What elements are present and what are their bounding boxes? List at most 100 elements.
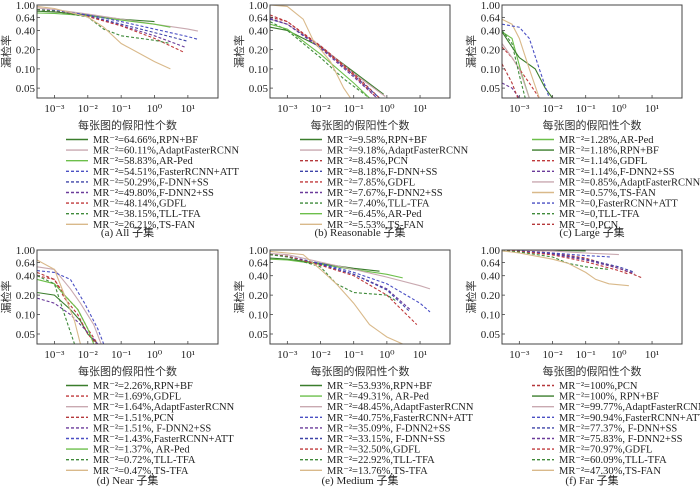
y-tick-label: 0.10 <box>16 64 36 76</box>
y-tick-label: 0.05 <box>16 83 36 95</box>
y-tick-label: 0.20 <box>481 45 501 57</box>
series-line-ar-ped <box>37 278 95 344</box>
legend-label: MR⁻²=1.14%,F-DNN2+SS <box>559 167 675 178</box>
series-line-gdfl <box>270 16 378 98</box>
legend-label: MR⁻²=2.26%,RPN+BF <box>93 381 193 392</box>
legend-label: MR⁻²=100%, RPN+BF <box>559 392 659 403</box>
legend-label: MR⁻²=48.45%,AdaptFasterRCNN <box>327 402 474 413</box>
legend-label: MR⁻²=9.58%,RPN+BF <box>327 135 427 146</box>
y-tick-label: 0.20 <box>481 290 501 302</box>
y-axis-title: 漏检率 <box>0 281 13 314</box>
x-tick-label: 10⁻² <box>310 349 331 361</box>
series-line-pcn <box>270 14 380 98</box>
series-line-f-dnn-ss <box>502 250 635 273</box>
series-line-pcn <box>502 250 643 279</box>
series-group <box>270 5 386 98</box>
plot-frame <box>501 249 683 345</box>
x-tick-label: 10¹ <box>413 349 427 361</box>
x-tick-label: 10⁰ <box>611 103 627 115</box>
series-line-gdfl <box>502 250 630 275</box>
panel-caption: (b) Reasonable 子集 <box>314 225 405 239</box>
series-line-rpn-bf <box>502 31 553 98</box>
legend-label: MR⁻²=40.75%,FasterRCNN+ATT <box>327 413 474 424</box>
legend-label: MR⁻²=100%,PCN <box>559 381 638 392</box>
y-tick-label: 0.20 <box>249 45 269 57</box>
legend-label: MR⁻²=13.76%,TS-TFA <box>327 466 428 477</box>
legend-label: MR⁻²=49.80%,F-DNN2+SS <box>93 188 214 199</box>
series-line-pcn <box>502 63 519 98</box>
x-tick-label: 10⁻³ <box>277 103 298 115</box>
y-tick-label: 0.64 <box>16 12 36 24</box>
legend-label: MR⁻²=47.30%,TS-FAN <box>559 466 661 477</box>
legend-label: MR⁻²=1.43%,FasterRCNN+ATT <box>93 434 234 445</box>
x-tick-label: 10⁻³ <box>44 349 65 361</box>
legend-label: MR⁻²=99.77%,AdaptFasterRCNN <box>559 402 700 413</box>
x-tick-label: 10¹ <box>645 349 659 361</box>
x-tick-label: 10⁻² <box>542 103 563 115</box>
series-line-pcn <box>37 271 97 344</box>
legend-label: MR⁻²=1.18%,RPN+BF <box>559 146 659 157</box>
series-line-adaptfasterrcnn <box>37 266 102 344</box>
legend-label: MR⁻²=64.66%,RPN+BF <box>93 135 198 146</box>
legend-label: MR⁻²=1.51%, F-DNN2+SS <box>93 423 211 434</box>
x-tick-label: 10⁻² <box>542 349 563 361</box>
series-line-rpn-bf <box>270 26 385 95</box>
series-group <box>270 250 431 344</box>
y-tick-label: 0.64 <box>481 258 501 270</box>
series-line-ts-tfa <box>270 250 403 344</box>
x-tick-label: 10⁻³ <box>509 349 530 361</box>
legend-label: MR⁻²=60.09%,TLL-TFA <box>559 455 667 466</box>
legend-label: MR⁻²=7.85%,GDFL <box>327 177 415 188</box>
series-line-f-dnn2-ss <box>270 17 378 98</box>
legend-label: MR⁻²=22.92%,TLL-TFA <box>327 455 435 466</box>
y-axis-title: 漏检率 <box>232 35 246 68</box>
legend-label: MR⁻²=7.67%,F-DNN2+SS <box>327 188 443 199</box>
x-tick-label: 10¹ <box>181 349 195 361</box>
y-axis-title: 漏检率 <box>464 35 478 68</box>
legend: MR⁻²=1.28%,AR-PedMR⁻²=1.18%,RPN+BFMR⁻²=1… <box>532 135 700 231</box>
chart-panel-6: 1.000.640.40 0.20 0.10 0.05 10⁻³ 10⁻² 10⁻¹ 10⁰ 1… <box>464 245 700 487</box>
series-line-ts-fan <box>502 18 540 98</box>
y-tick-label: 0.05 <box>249 329 269 341</box>
x-tick-label: 10⁻³ <box>509 103 530 115</box>
chart-panel-2: 1.000.640.40 0.20 0.10 0.05 10⁻³ 10⁻² 10⁻¹ 10⁰ 1… <box>232 0 469 239</box>
chart-panel-4: 1.000.640.40 0.20 0.10 0.05 10⁻³ 10⁻² 10⁻¹ 10⁰ 1… <box>0 245 235 487</box>
y-tick-label: 1.00 <box>16 0 36 12</box>
y-tick-label: 0.40 <box>481 25 501 37</box>
y-tick-label: 0.20 <box>16 45 36 57</box>
y-axis-title: 漏检率 <box>0 35 13 68</box>
series-line-adaptfasterrcnn <box>270 253 431 290</box>
series-line-f-dnn2-ss <box>270 254 411 310</box>
legend: MR⁻²=64.66%,RPN+BFMR⁻²=60.11%,AdaptFaste… <box>66 135 240 231</box>
x-tick-label: 10⁰ <box>611 349 627 361</box>
series-line-fasterrcnn-att <box>270 254 431 313</box>
legend-label: MR⁻²=0,FasterRCNN+ATT <box>559 199 678 210</box>
plot-frame <box>269 4 451 99</box>
legend-label: MR⁻²=6.45%,AR-Ped <box>327 209 422 220</box>
x-tick-label: 10⁰ <box>379 103 395 115</box>
series-line-f-dnn2-ss <box>502 250 635 275</box>
plot-frame <box>501 4 683 99</box>
x-axis-title: 每张图的假阳性个数 <box>543 118 642 132</box>
y-tick-label: 0.20 <box>16 290 36 302</box>
legend-label: MR⁻²=1.64%,AdaptFasterRCNN <box>93 402 235 413</box>
legend-label: MR⁻²=0.85%,AdaptFasterRCNN <box>559 177 700 188</box>
y-tick-label: 0.40 <box>16 271 36 283</box>
x-tick-label: 10⁰ <box>147 349 163 361</box>
series-group <box>502 18 553 98</box>
y-axis-title: 漏检率 <box>232 281 246 314</box>
legend-label: MR⁻²=49.31%, AR-Ped <box>327 392 430 403</box>
series-line-gdfl <box>37 8 185 54</box>
y-tick-label: 0.10 <box>481 64 501 76</box>
series-line-ar-ped <box>37 12 171 28</box>
legend-label: MR⁻²=38.15%,TLL-TFA <box>93 209 201 220</box>
series-line-rpn-bf <box>37 291 99 344</box>
legend-label: MR⁻²=1.14%,GDFL <box>559 156 647 167</box>
legend-label: MR⁻²=70.97%,GDFL <box>559 445 652 456</box>
y-tick-label: 1.00 <box>16 245 36 257</box>
x-tick-label: 10⁻² <box>310 103 331 115</box>
legend-label: MR⁻²=33.15%, F-DNN+SS <box>327 434 445 445</box>
series-line-gdfl <box>270 254 418 325</box>
legend-label: MR⁻²=77.37%, F-DNN+SS <box>559 423 677 434</box>
legend-label: MR⁻²=35.09%, F-DNN2+SS <box>327 423 451 434</box>
